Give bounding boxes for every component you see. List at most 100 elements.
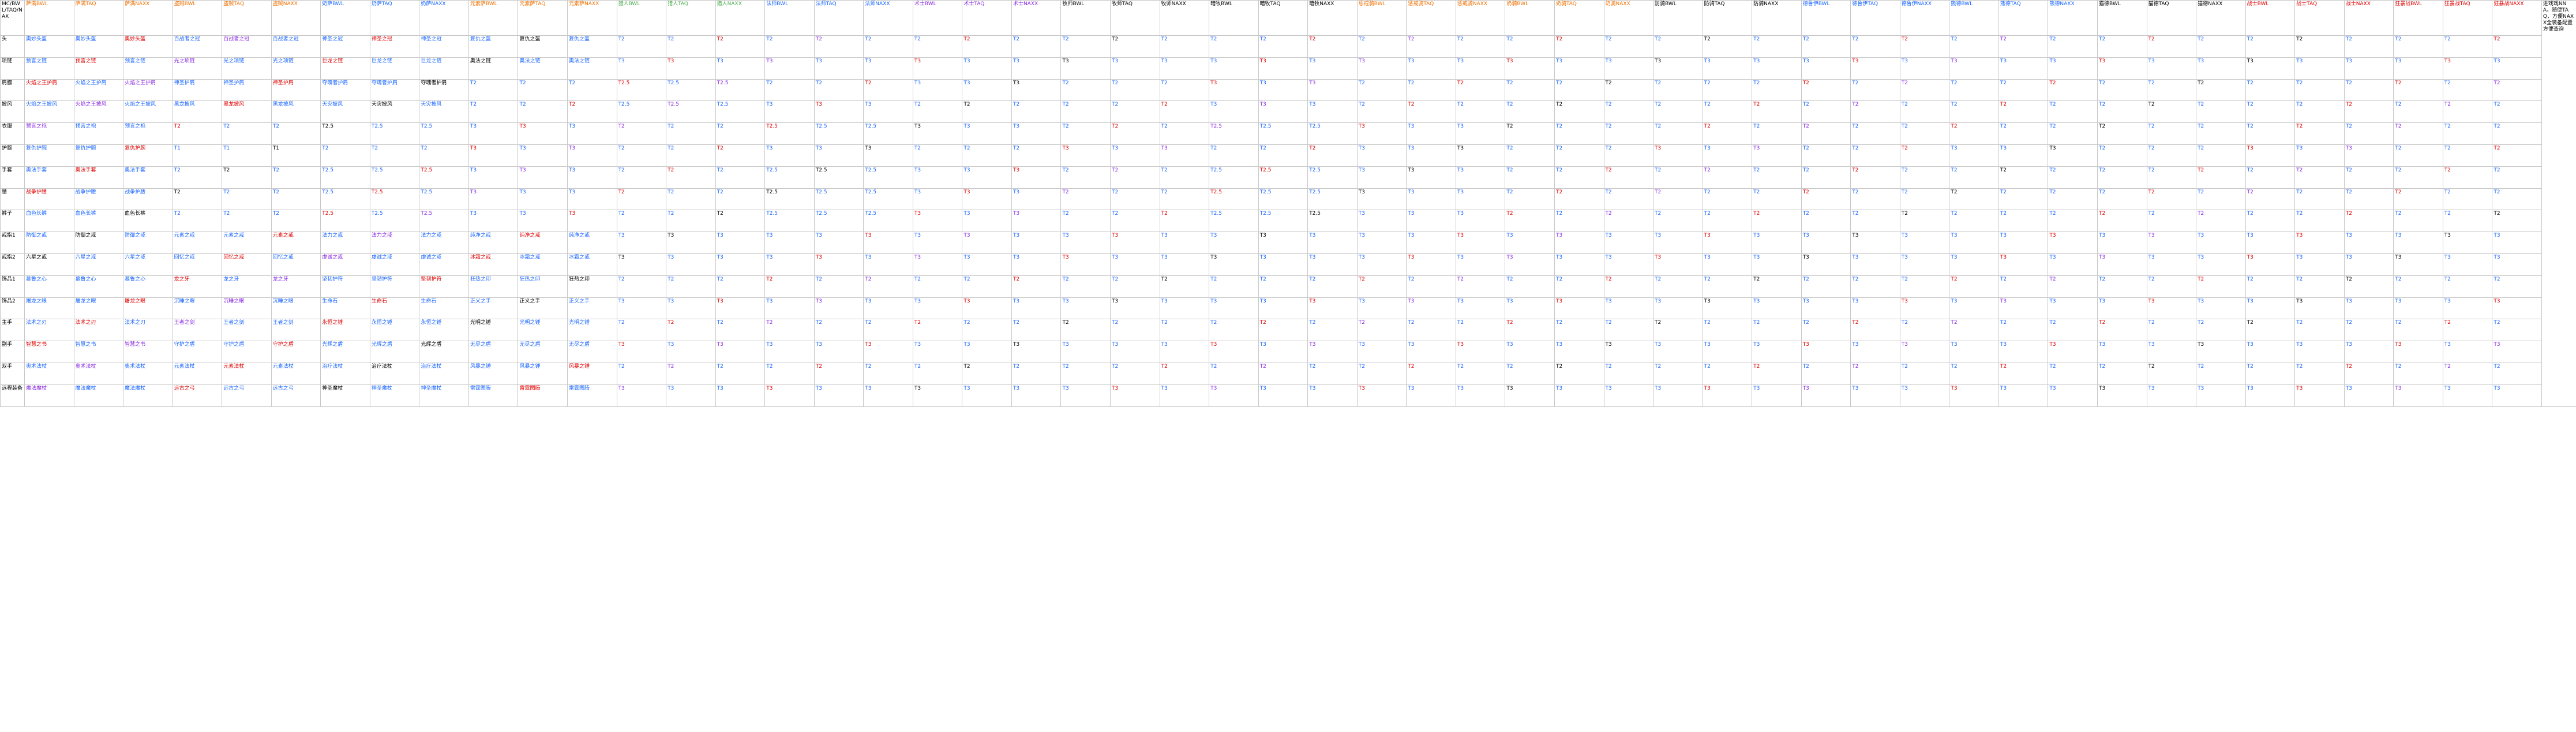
table-cell[interactable]: T3	[1406, 341, 1456, 363]
table-cell[interactable]: T2	[616, 122, 667, 145]
table-cell[interactable]: T2	[2294, 79, 2345, 102]
table-cell[interactable]: T2	[1653, 362, 1703, 385]
table-cell[interactable]: T2.5	[863, 188, 913, 211]
table-cell[interactable]: 防御之戒	[24, 231, 74, 254]
table-cell[interactable]: 魔法魔杖	[123, 384, 173, 407]
table-cell[interactable]: T2	[1060, 122, 1111, 145]
table-cell[interactable]: 无尽之盾	[567, 341, 617, 363]
table-cell[interactable]: T3	[1998, 57, 2049, 80]
table-cell[interactable]: T3	[1307, 100, 1358, 124]
table-cell[interactable]: T2	[1505, 144, 1555, 167]
table-cell[interactable]: 元素之戒	[271, 231, 321, 254]
table-cell[interactable]: T2	[1110, 275, 1160, 298]
table-cell[interactable]: T3	[1356, 384, 1407, 407]
table-cell[interactable]: T2	[1603, 166, 1654, 189]
table-cell[interactable]: 魔法魔杖	[73, 384, 124, 407]
table-cell[interactable]: T2	[666, 275, 716, 298]
table-cell[interactable]: T2	[1455, 79, 1506, 102]
table-cell[interactable]: T3	[912, 57, 963, 80]
table-cell[interactable]: T3	[1406, 384, 1456, 407]
table-cell[interactable]: T2	[1505, 210, 1555, 233]
table-cell[interactable]: T3	[912, 341, 963, 363]
table-cell[interactable]: T2	[1899, 35, 1950, 58]
table-cell[interactable]: T3	[1455, 57, 1506, 80]
table-cell[interactable]: T3	[1258, 297, 1308, 320]
table-cell[interactable]: T3	[863, 253, 913, 276]
table-cell[interactable]: T3	[1998, 231, 2049, 254]
table-cell[interactable]: T3	[1505, 384, 1555, 407]
table-cell[interactable]: T2	[1554, 188, 1604, 211]
table-cell[interactable]: T2	[1209, 144, 1259, 167]
table-cell[interactable]: T2	[2343, 100, 2394, 124]
table-cell[interactable]: T3	[1801, 231, 1851, 254]
table-cell[interactable]: T2	[1110, 100, 1160, 124]
table-cell[interactable]: T2	[1702, 362, 1753, 385]
table-cell[interactable]: T2.5	[1258, 210, 1308, 233]
table-cell[interactable]: T3	[764, 341, 815, 363]
table-cell[interactable]: T2	[1603, 100, 1654, 124]
table-cell[interactable]: T2	[1060, 79, 1111, 102]
table-cell[interactable]: T3	[2146, 341, 2197, 363]
table-cell[interactable]: T2	[1752, 35, 1802, 58]
table-cell[interactable]: T2	[912, 319, 963, 342]
table-cell[interactable]: T2	[2343, 188, 2394, 211]
table-cell[interactable]: T2	[222, 188, 272, 211]
table-cell[interactable]: T2.5	[863, 166, 913, 189]
table-cell[interactable]: T2	[271, 166, 321, 189]
table-cell[interactable]: T3	[764, 100, 815, 124]
table-cell[interactable]: T3	[1949, 57, 1999, 80]
table-cell[interactable]: T3	[2245, 341, 2296, 363]
table-cell[interactable]: T2	[1258, 319, 1308, 342]
table-cell[interactable]: 沉睡之眼	[222, 297, 272, 320]
table-cell[interactable]: T2	[1554, 122, 1604, 145]
table-cell[interactable]: T2	[1949, 275, 1999, 298]
table-cell[interactable]: T2	[863, 275, 913, 298]
table-cell[interactable]: T2	[1159, 35, 1210, 58]
table-cell[interactable]: T2	[1505, 166, 1555, 189]
table-cell[interactable]: T3	[912, 384, 963, 407]
table-cell[interactable]: 预言之链	[123, 57, 173, 80]
table-cell[interactable]: T3	[1998, 144, 2049, 167]
table-cell[interactable]: T3	[616, 341, 667, 363]
table-cell[interactable]: 血色长裤	[123, 210, 173, 233]
table-cell[interactable]: T2	[2294, 166, 2345, 189]
table-cell[interactable]: T3	[1554, 57, 1604, 80]
table-cell[interactable]: T2	[2492, 144, 2542, 167]
table-cell[interactable]: 守护之盾	[172, 341, 223, 363]
table-cell[interactable]: T2.5	[419, 122, 469, 145]
table-cell[interactable]: T2	[616, 144, 667, 167]
table-cell[interactable]: T3	[2492, 384, 2542, 407]
table-cell[interactable]: T2	[2343, 210, 2394, 233]
table-cell[interactable]: T2	[1258, 275, 1308, 298]
table-cell[interactable]: T2	[1505, 362, 1555, 385]
table-cell[interactable]: 奥法之链	[468, 57, 519, 80]
table-cell[interactable]: T3	[2048, 253, 2098, 276]
table-cell[interactable]: T2	[1801, 122, 1851, 145]
table-cell[interactable]: T3	[616, 384, 667, 407]
table-cell[interactable]: T2	[1653, 275, 1703, 298]
table-cell[interactable]: T2	[2393, 144, 2443, 167]
table-cell[interactable]: T2	[2097, 100, 2147, 124]
table-cell[interactable]: T3	[912, 122, 963, 145]
table-cell[interactable]: T3	[1011, 253, 1062, 276]
table-cell[interactable]: T2	[1554, 144, 1604, 167]
table-cell[interactable]: T2.5	[813, 166, 864, 189]
table-cell[interactable]: T2	[912, 362, 963, 385]
table-cell[interactable]: T2	[863, 35, 913, 58]
table-cell[interactable]: T3	[813, 297, 864, 320]
table-cell[interactable]: T2	[1554, 166, 1604, 189]
table-cell[interactable]: T2	[1159, 319, 1210, 342]
table-cell[interactable]: T2	[320, 144, 370, 167]
table-cell[interactable]: 光辉之盾	[419, 341, 469, 363]
table-cell[interactable]: T2	[1603, 35, 1654, 58]
table-cell[interactable]: 狂热之印	[567, 275, 617, 298]
table-cell[interactable]: T3	[518, 144, 568, 167]
table-cell[interactable]: T1	[172, 144, 223, 167]
table-cell[interactable]: T2.5	[1258, 188, 1308, 211]
table-cell[interactable]: T2	[1702, 188, 1753, 211]
table-cell[interactable]: T3	[764, 57, 815, 80]
table-cell[interactable]: 光明之锤	[567, 319, 617, 342]
table-cell[interactable]: 无尽之盾	[468, 341, 519, 363]
table-cell[interactable]: T3	[715, 384, 766, 407]
table-cell[interactable]: 战争护腰	[73, 188, 124, 211]
